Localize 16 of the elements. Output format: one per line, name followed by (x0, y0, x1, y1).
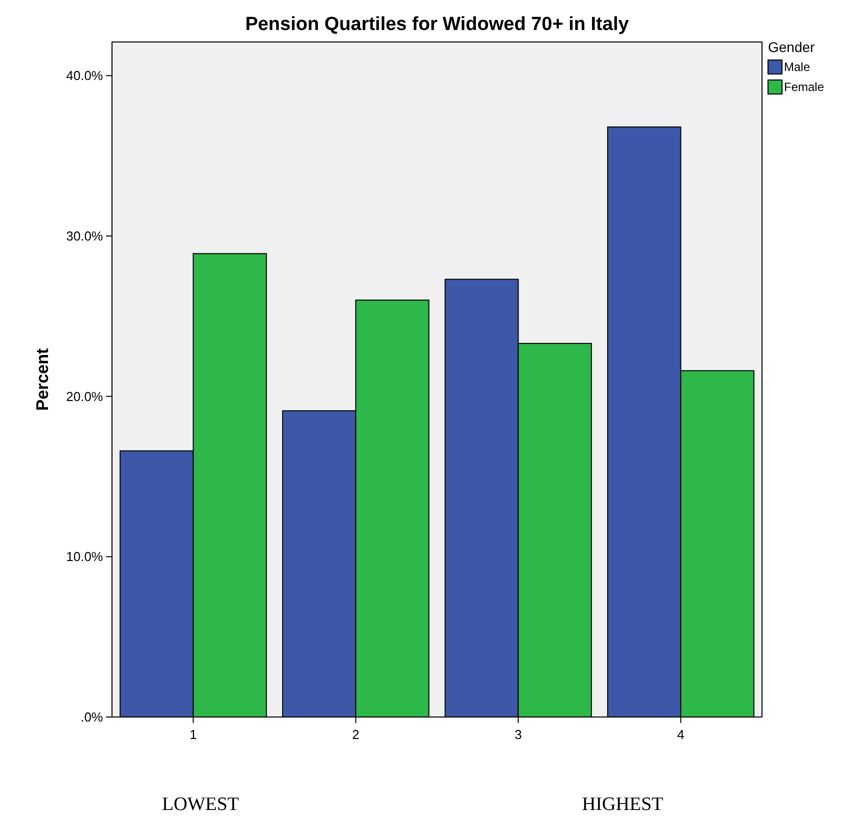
legend-label: Female (784, 80, 824, 94)
y-tick-label: 10.0% (66, 549, 104, 564)
legend-title: Gender (768, 38, 816, 55)
text: LOWEST (162, 794, 240, 815)
x-tick-label: 1 (190, 727, 197, 742)
y-tick-label: .0% (80, 710, 104, 725)
x-tick-label: 4 (677, 727, 684, 742)
legend-label: Male (784, 60, 810, 74)
y-tick-label: 40.0% (66, 68, 104, 84)
y-tick-label: 20.0% (66, 388, 104, 404)
y-axis-title: Percent (33, 348, 52, 411)
x-tick-label: 2 (352, 727, 360, 742)
x-tick-label: 3 (514, 727, 522, 742)
chart-title: Pension Quartiles for Widowed 70+ in Italy (245, 14, 630, 35)
y-tick-label: 30.0% (66, 228, 104, 244)
text: HIGHEST (582, 794, 664, 815)
